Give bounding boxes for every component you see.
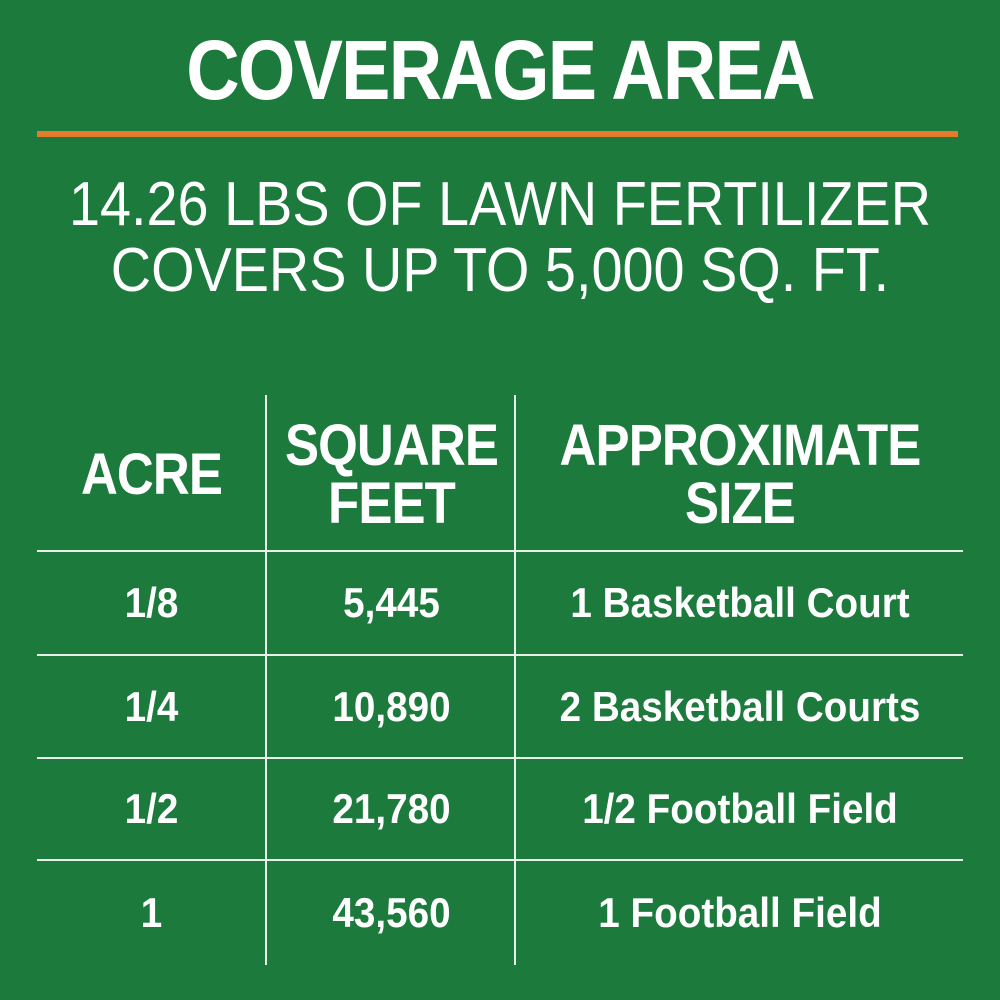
table-cell-acre: 1/4	[124, 682, 179, 730]
row-divider	[37, 859, 963, 861]
table-cell-square-feet: 5,445	[343, 579, 440, 626]
table-cell-acre: 1/2	[124, 785, 179, 832]
table-cell-size: 1/2 Football Field	[582, 785, 898, 832]
header-approximate-size: APPROXIMATE SIZE	[559, 413, 922, 536]
row-divider	[37, 757, 963, 759]
table-cell-square-feet: 10,890	[332, 682, 451, 730]
table-cell-size: 1 Basketball Court	[570, 579, 910, 626]
header-acre: ACRE	[80, 442, 223, 507]
table-cell-acre: 1	[140, 889, 163, 936]
header-square-feet: SQUARE FEET	[284, 413, 499, 536]
subtitle-line-2: COVERS UP TO 5,000 SQ. FT.	[110, 236, 890, 305]
row-divider	[37, 550, 963, 552]
table-cell-size: 2 Basketball Courts	[559, 682, 921, 730]
table-cell-square-feet: 21,780	[332, 785, 451, 832]
orange-divider	[37, 131, 958, 137]
column-divider	[265, 395, 267, 965]
subtitle-line-1: 14.26 LBS OF LAWN FERTILIZER	[68, 170, 932, 239]
table-cell-size: 1 Football Field	[598, 889, 882, 936]
column-divider	[514, 395, 516, 965]
table-cell-acre: 1/8	[124, 579, 179, 626]
page-title: COVERAGE AREA	[186, 23, 815, 117]
table-cell-square-feet: 43,560	[332, 889, 451, 936]
row-divider	[37, 654, 963, 656]
